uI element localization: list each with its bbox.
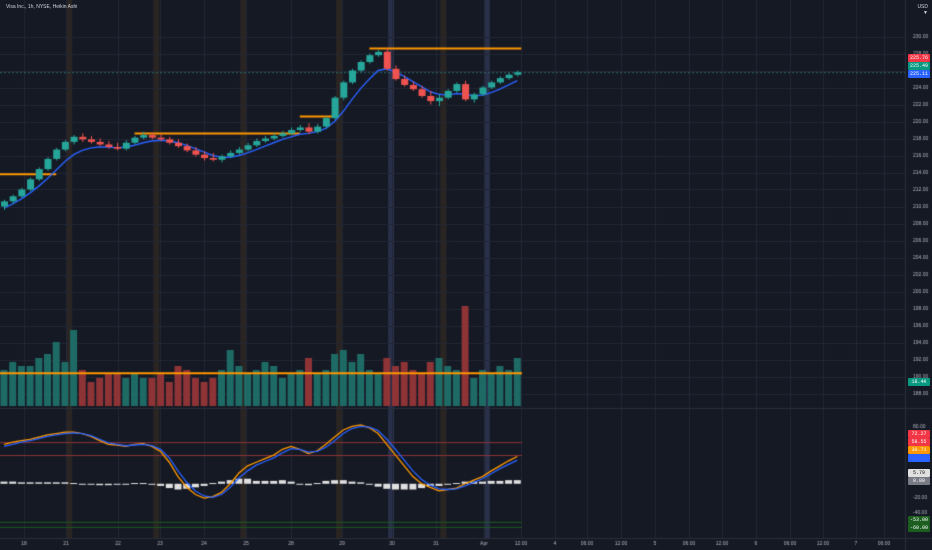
price-badge-last: 225.49 xyxy=(908,62,930,70)
currency-label[interactable]: USD ▼ xyxy=(917,4,928,16)
volume-badge: 18.4K xyxy=(908,378,930,386)
osc-badge-low1: -53.00 xyxy=(908,516,930,524)
osc-badge-1: 72.27 xyxy=(908,430,930,438)
price-badge-ma: 225.11 xyxy=(908,70,930,78)
symbol-legend[interactable]: Visa Inc., 1h, NYSE, Heikin Ashi xyxy=(6,4,78,10)
currency-chevron-icon: ▼ xyxy=(923,10,928,16)
osc-badge-zero: 0.00 xyxy=(908,477,930,485)
currency-code: USD xyxy=(917,4,928,10)
osc-badge-4 xyxy=(908,454,930,462)
osc-badge-low2: -60.00 xyxy=(908,524,930,532)
osc-badge-hist: 5.79 xyxy=(908,469,930,477)
osc-badge-2: 58.55 xyxy=(908,438,930,446)
osc-badge-3: 30.71 xyxy=(908,446,930,454)
price-badge-high: 225.76 xyxy=(908,54,930,62)
